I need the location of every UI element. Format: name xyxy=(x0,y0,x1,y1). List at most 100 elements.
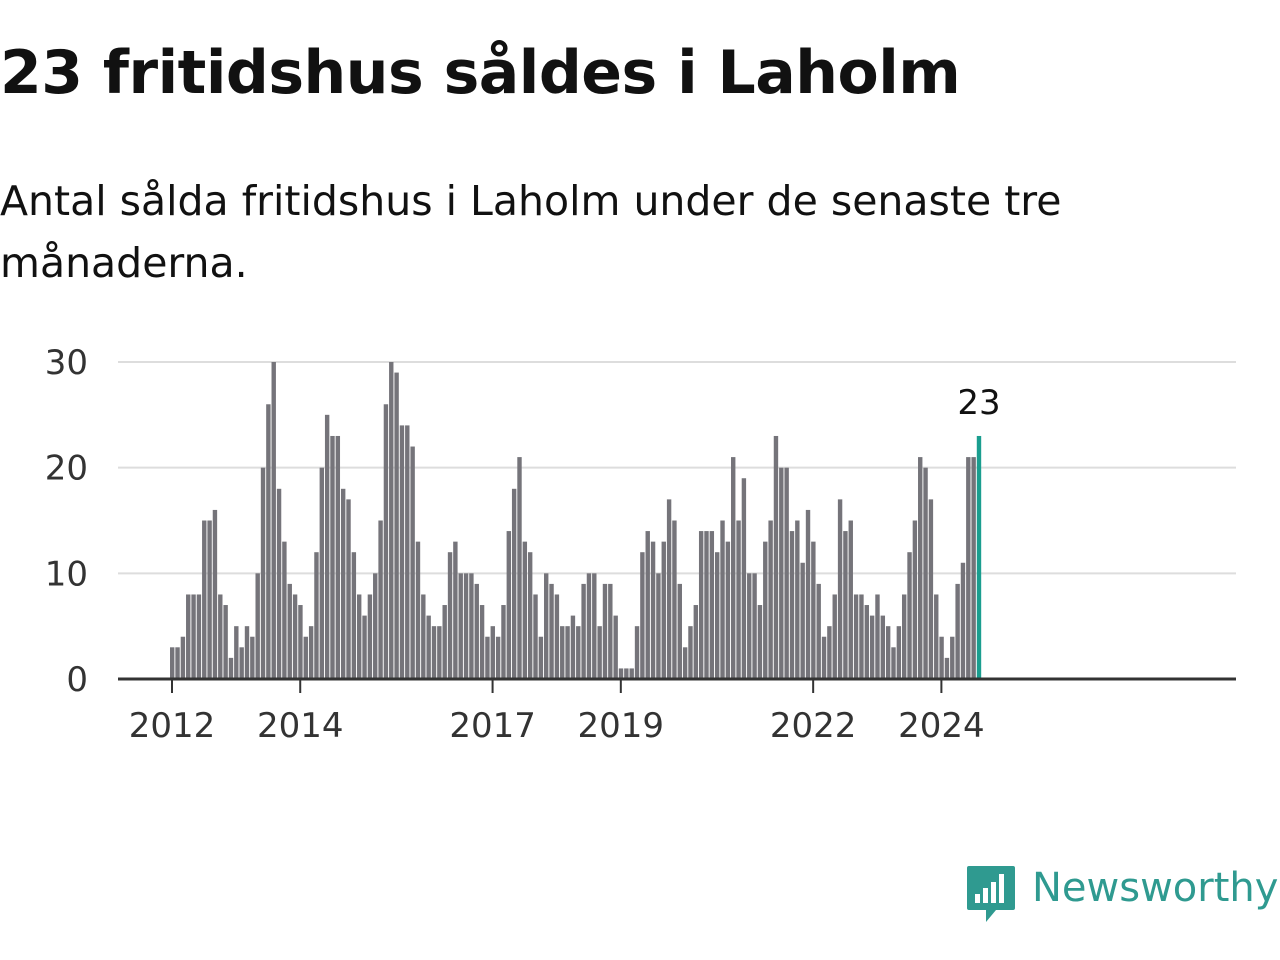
bar xyxy=(923,467,928,679)
bar xyxy=(629,668,634,679)
bar xyxy=(282,541,287,679)
bar xyxy=(955,583,960,679)
bar xyxy=(682,647,688,679)
bar xyxy=(522,541,528,679)
bar xyxy=(928,499,934,679)
bar xyxy=(298,605,303,679)
bar xyxy=(458,573,463,679)
bar xyxy=(677,583,682,679)
bar xyxy=(538,636,544,679)
bar xyxy=(714,552,720,679)
gridlines xyxy=(118,361,1236,575)
bar xyxy=(709,531,715,679)
newsworthy-logo: Newsworthy xyxy=(966,864,1278,928)
bar xyxy=(891,647,896,679)
bar xyxy=(960,562,966,679)
bar xyxy=(202,520,207,679)
bars xyxy=(170,362,982,679)
x-tick-label: 2022 xyxy=(770,706,857,746)
bar xyxy=(362,615,367,679)
bar xyxy=(175,647,180,679)
bar xyxy=(170,647,175,679)
bar xyxy=(276,488,282,679)
bar xyxy=(757,605,763,679)
bar xyxy=(212,509,218,679)
bar xyxy=(848,520,853,679)
bar xyxy=(570,615,576,679)
bar xyxy=(944,657,950,679)
bar xyxy=(554,594,560,679)
bar xyxy=(469,573,474,679)
bar xyxy=(837,499,843,679)
bar xyxy=(186,594,191,679)
bar xyxy=(693,605,699,679)
bar xyxy=(533,594,538,679)
bar xyxy=(239,647,244,679)
bar xyxy=(661,541,666,679)
bar xyxy=(672,520,677,679)
newsworthy-logo-icon xyxy=(966,864,1016,926)
bar xyxy=(394,372,399,679)
bar xyxy=(640,552,645,679)
bar xyxy=(592,573,597,679)
bar xyxy=(581,583,586,679)
bar xyxy=(346,499,351,679)
chart-title: 23 fritidshus såldes i Laholm xyxy=(0,38,961,108)
bar xyxy=(442,605,447,679)
bar xyxy=(405,425,410,679)
bar xyxy=(485,636,490,679)
bar xyxy=(859,594,864,679)
bar xyxy=(576,626,581,679)
bar xyxy=(720,520,725,679)
bar xyxy=(389,362,394,679)
bar xyxy=(367,594,373,679)
bar xyxy=(447,552,453,679)
bar xyxy=(736,520,741,679)
bar xyxy=(896,626,902,679)
bar xyxy=(399,425,405,679)
bar xyxy=(426,615,431,679)
bar xyxy=(544,573,549,679)
chart-subtitle: Antal sålda fritidshus i Laholm under de… xyxy=(0,177,1062,287)
bar xyxy=(795,520,800,679)
bar xyxy=(805,509,811,679)
bar xyxy=(624,668,629,679)
bar xyxy=(645,531,650,679)
bar xyxy=(752,573,757,679)
bar xyxy=(373,573,378,679)
bar xyxy=(378,520,383,679)
bar xyxy=(853,594,859,679)
bar xyxy=(869,615,875,679)
bar xyxy=(950,636,955,679)
bar xyxy=(602,583,608,679)
bar xyxy=(688,626,693,679)
bar xyxy=(180,636,186,679)
bar xyxy=(832,594,837,679)
bar xyxy=(223,605,228,679)
y-axis-labels: 0 10 20 30 xyxy=(45,343,88,700)
x-tick-label: 2012 xyxy=(129,706,216,746)
bar xyxy=(608,583,613,679)
bar xyxy=(816,583,821,679)
bar xyxy=(495,636,501,679)
bar xyxy=(421,594,426,679)
bar xyxy=(453,541,458,679)
bar xyxy=(698,531,704,679)
bar xyxy=(319,467,324,679)
bar xyxy=(789,531,795,679)
bar xyxy=(351,552,357,679)
bar xyxy=(650,541,656,679)
bar xyxy=(196,594,202,679)
bar xyxy=(811,541,816,679)
y-tick-label: 10 xyxy=(45,554,88,594)
bar xyxy=(260,467,266,679)
bar xyxy=(821,636,827,679)
bar xyxy=(234,626,239,679)
bar xyxy=(474,583,479,679)
bar xyxy=(918,457,923,679)
bar xyxy=(437,626,442,679)
bar xyxy=(939,636,944,679)
bar xyxy=(912,520,918,679)
bar xyxy=(287,583,292,679)
bar xyxy=(218,594,223,679)
